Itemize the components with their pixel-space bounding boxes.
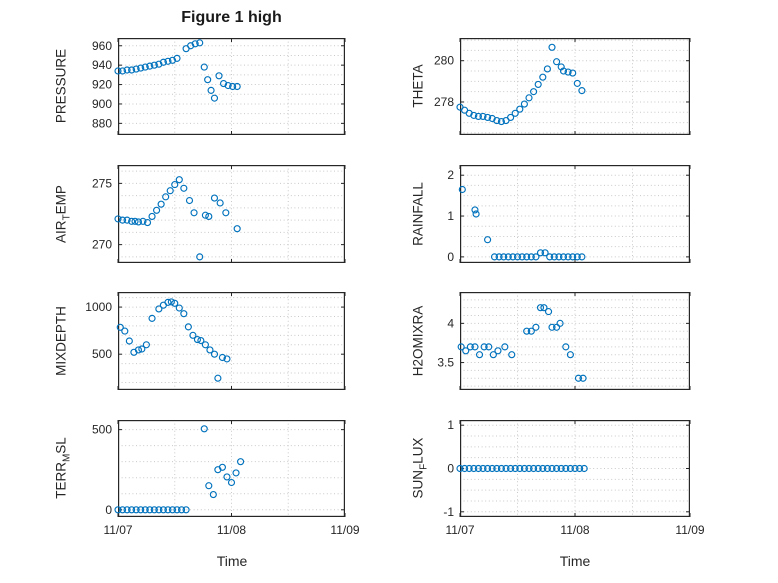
y-axis-label-rainfall: RAINFALL [410, 182, 426, 246]
subplot-h2omixra: 3.5 4 [437, 292, 691, 391]
svg-text:280: 280 [434, 54, 454, 68]
subplot-air-temp: 270 275 [92, 165, 346, 264]
subplot-sun-flux: -1 0 1 11/07 11/08 11/09 [443, 418, 705, 537]
subplot-terr-msl: 0 500 11/07 11/08 11/09 [92, 420, 360, 537]
svg-text:11/09: 11/09 [675, 523, 704, 537]
plot-area-air-temp: 270 275 [92, 165, 346, 264]
svg-text:0: 0 [447, 250, 454, 264]
y-axis-label-theta: THETA [410, 64, 426, 108]
svg-text:1: 1 [447, 418, 454, 432]
svg-text:960: 960 [92, 39, 112, 53]
svg-text:275: 275 [92, 176, 112, 190]
svg-text:0: 0 [447, 462, 454, 476]
plot-area-rainfall: 0 1 2 [447, 165, 691, 264]
svg-text:1000: 1000 [85, 300, 112, 314]
svg-text:11/07: 11/07 [445, 523, 474, 537]
y-axis-label-h2omixra: H2OMIXRA [410, 305, 426, 377]
svg-text:4: 4 [447, 316, 454, 330]
svg-text:270: 270 [92, 238, 112, 252]
svg-text:500: 500 [92, 423, 112, 437]
plot-area-h2omixra: 3.54 [437, 292, 691, 391]
svg-text:900: 900 [92, 97, 112, 111]
subplot-mixdepth: 500 1000 [85, 292, 346, 391]
plot-area-mixdepth: 500 1000 [85, 292, 346, 391]
svg-text:11/08: 11/08 [560, 523, 589, 537]
svg-text:1: 1 [447, 209, 454, 223]
svg-text:11/07: 11/07 [103, 523, 132, 537]
x-axis-label-right: Time [559, 553, 591, 569]
y-axis-label-pressure: PRESSURE [53, 48, 69, 124]
subplot-pressure: 880 900 920 940 960 [92, 38, 346, 136]
svg-text:500: 500 [92, 347, 112, 361]
svg-text:11/08: 11/08 [217, 523, 246, 537]
y-axis-label-terr-msl: TERRMSL [53, 437, 73, 499]
svg-text:0: 0 [105, 503, 112, 517]
y-axis-label-mixdepth: MIXDEPTH [53, 306, 69, 376]
svg-text:940: 940 [92, 58, 112, 72]
plot-area-sun-flux: -1 0 1 11/07 11/08 11/09 [443, 418, 705, 537]
plot-area-terr-msl: 0 500 11/07 11/08 11/09 [92, 420, 360, 537]
plot-area-pressure: 880 900 920 940 960 [92, 38, 346, 136]
svg-text:11/09: 11/09 [330, 523, 359, 537]
x-axis-label-left: Time [216, 553, 248, 569]
plot-area-theta: 278 280 [434, 38, 691, 136]
svg-text:278: 278 [434, 95, 454, 109]
subplot-theta: 278 280 [434, 38, 691, 136]
svg-text:880: 880 [92, 116, 112, 130]
svg-text:920: 920 [92, 78, 112, 92]
svg-text:3.5: 3.5 [437, 356, 454, 370]
y-axis-label-sun-flux: SUNFLUX [410, 437, 430, 499]
svg-text:-1: -1 [443, 505, 454, 519]
svg-text:2: 2 [447, 168, 454, 182]
y-axis-label-air-temp: AIRTEMP [53, 185, 73, 243]
subplot-rainfall: 0 1 2 [447, 165, 691, 264]
figure-title: Figure 1 high [181, 9, 282, 26]
